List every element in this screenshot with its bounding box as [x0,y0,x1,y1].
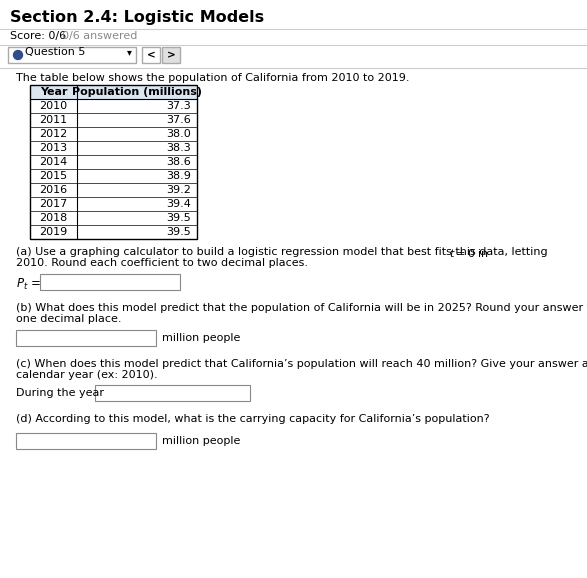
Text: Score: 0/6: Score: 0/6 [10,31,66,41]
Text: (b) What does this model predict that the population of California will be in 20: (b) What does this model predict that th… [16,303,587,313]
Text: 2019: 2019 [39,227,68,237]
Text: Population (millions): Population (millions) [72,87,202,97]
Text: 2014: 2014 [39,157,68,167]
Bar [30,113,197,127]
Text: 2013: 2013 [39,143,68,153]
Text: 2015: 2015 [39,171,68,181]
Bar [30,141,197,155]
Text: ▾: ▾ [127,47,132,57]
Text: 38.9: 38.9 [166,171,191,181]
Text: 2010. Round each coefficient to two decimal places.: 2010. Round each coefficient to two deci… [16,258,308,268]
Bar [16,433,156,449]
Bar [30,85,197,99]
Bar [30,169,197,183]
Text: 39.5: 39.5 [166,227,191,237]
Text: 2018: 2018 [39,213,68,223]
Text: million people: million people [162,333,240,343]
Bar [30,183,197,197]
Text: million people: million people [162,436,240,446]
Bar [40,274,180,290]
Bar [30,127,197,141]
Bar [16,330,156,346]
Circle shape [14,50,22,60]
Bar [95,385,250,401]
Bar [162,47,180,63]
Text: During the year: During the year [16,388,104,398]
Text: (c) When does this model predict that California’s population will reach 40 mill: (c) When does this model predict that Ca… [16,359,587,369]
Text: 2011: 2011 [39,115,68,125]
Bar [30,211,197,225]
Text: Question 5: Question 5 [25,47,85,57]
Text: >: > [167,50,176,60]
Text: 39.5: 39.5 [166,213,191,223]
Bar [30,99,197,113]
Text: (a) Use a graphing calculator to build a logistic regression model that best fit: (a) Use a graphing calculator to build a… [16,247,548,257]
Text: Year: Year [40,87,68,97]
Text: $P_t$ =: $P_t$ = [16,277,41,292]
Bar [30,85,197,239]
Text: <: < [147,50,156,60]
Text: 2016: 2016 [39,185,68,195]
Text: calendar year (ex: 2010).: calendar year (ex: 2010). [16,370,158,380]
Text: 38.3: 38.3 [166,143,191,153]
Text: 37.3: 37.3 [166,101,191,111]
Text: 39.4: 39.4 [166,199,191,209]
Bar [8,47,136,63]
Bar [30,225,197,239]
Text: 37.6: 37.6 [166,115,191,125]
Text: 38.6: 38.6 [166,157,191,167]
Text: 2017: 2017 [39,199,68,209]
Text: $t = 0$ in: $t = 0$ in [449,247,489,259]
Text: one decimal place.: one decimal place. [16,314,122,324]
Text: 39.2: 39.2 [166,185,191,195]
Text: 2012: 2012 [39,129,68,139]
Text: Section 2.4: Logistic Models: Section 2.4: Logistic Models [10,10,264,25]
Bar [142,47,160,63]
Bar [30,197,197,211]
Text: 38.0: 38.0 [166,129,191,139]
Text: (d) According to this model, what is the carrying capacity for California’s popu: (d) According to this model, what is the… [16,414,490,424]
Bar [30,155,197,169]
Text: 2010: 2010 [39,101,68,111]
Text: The table below shows the population of California from 2010 to 2019.: The table below shows the population of … [16,73,410,83]
Text: 0/6 answered: 0/6 answered [62,31,137,41]
